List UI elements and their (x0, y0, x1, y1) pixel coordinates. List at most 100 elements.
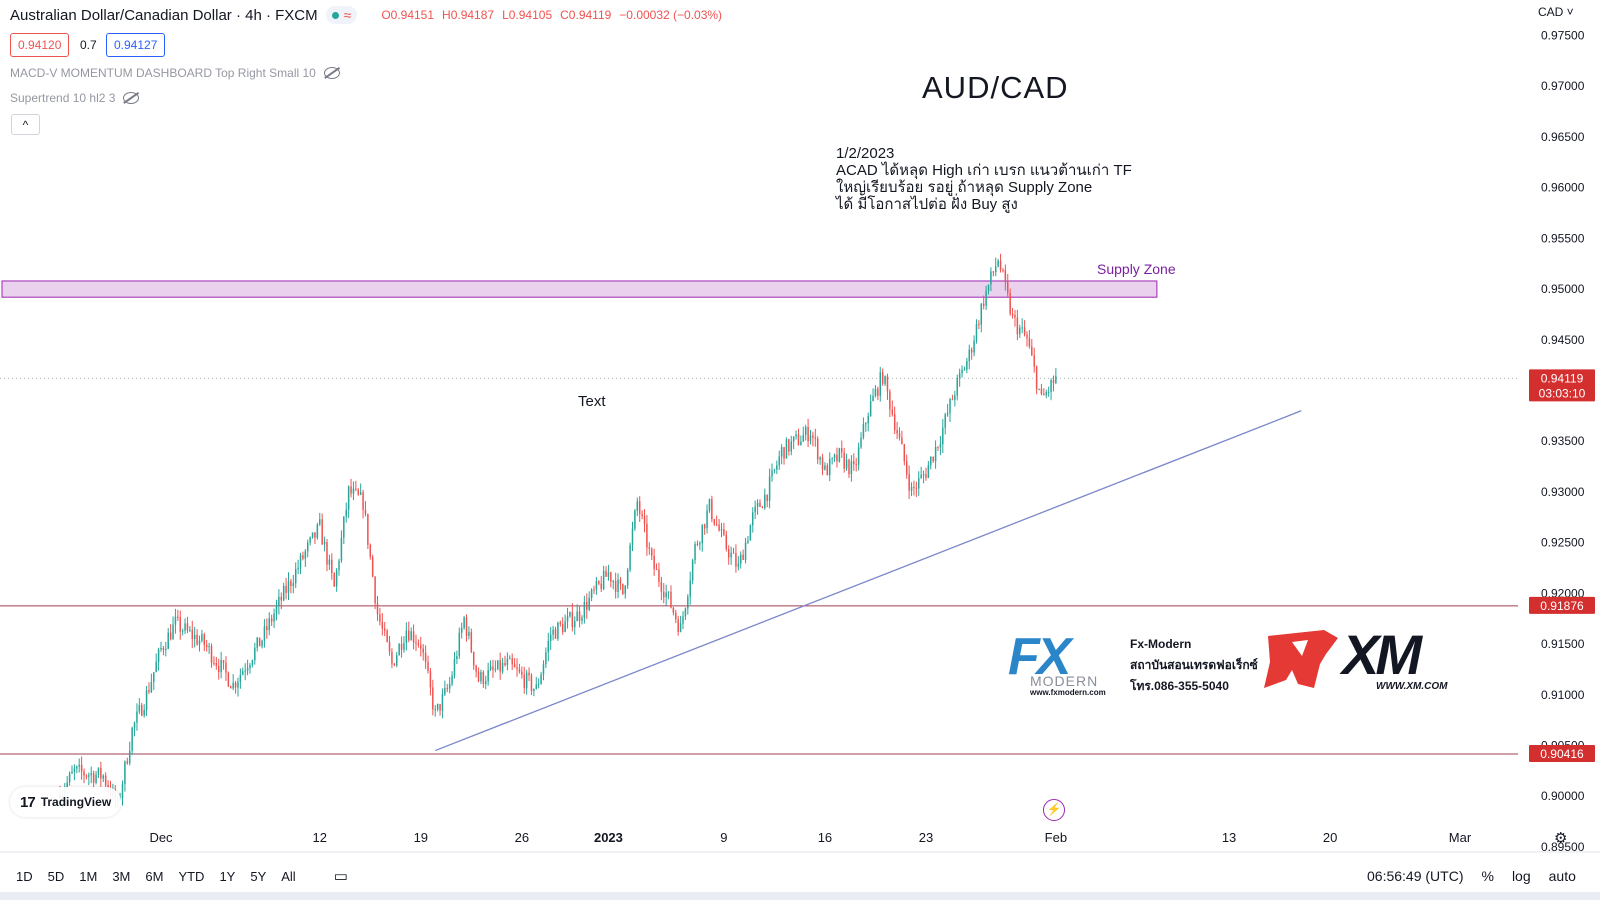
candle-body (776, 465, 778, 470)
candle-body (270, 618, 273, 622)
candle-body (634, 510, 636, 529)
range-ytd-button[interactable]: YTD (178, 868, 205, 884)
candle-body (821, 457, 824, 470)
supply-zone-box[interactable] (1, 280, 1158, 298)
candle-body (362, 492, 364, 510)
candle-body (162, 647, 165, 650)
y-tick-label: 0.96000 (1541, 181, 1585, 195)
candle-body (761, 506, 764, 509)
candle-body (237, 681, 239, 688)
candle-body (501, 662, 504, 672)
symbol-title[interactable]: Australian Dollar/Canadian Dollar · 4h ·… (10, 6, 318, 24)
candle-body (607, 572, 610, 577)
candle-body (285, 585, 287, 593)
candle-body (179, 617, 181, 632)
candle-body (595, 581, 598, 590)
fx-letters: FX (1008, 628, 1071, 686)
candle-body (422, 648, 424, 653)
percent-scale-button[interactable]: % (1481, 868, 1494, 884)
candle-body (658, 569, 660, 582)
candle-body (153, 672, 155, 682)
candle-body (1031, 346, 1033, 356)
candle-body (395, 655, 398, 666)
range-5d-button[interactable]: 5D (47, 868, 65, 884)
y-tick-label: 0.91000 (1541, 688, 1585, 702)
clock-readout[interactable]: 06:56:49 (UTC) (1367, 868, 1464, 884)
timeframe-buttons: 1D 5D 1M 3M 6M YTD 1Y 5Y All (16, 869, 296, 884)
candle-body (732, 552, 735, 554)
ascending-trendline[interactable] (434, 410, 1302, 752)
candle-body (771, 470, 773, 477)
range-1y-button[interactable]: 1Y (219, 868, 236, 884)
candle-body (403, 643, 405, 650)
gear-icon[interactable]: ⚙ (1554, 830, 1568, 847)
candle-body (1038, 388, 1040, 390)
candle-body (963, 369, 966, 371)
market-status-pill[interactable]: ≈ (325, 6, 358, 24)
range-6m-button[interactable]: 6M (145, 868, 164, 884)
candle-body (439, 703, 441, 711)
candle-body (675, 612, 677, 620)
candle-body (537, 683, 540, 685)
range-1m-button[interactable]: 1M (79, 868, 98, 884)
candle-body (545, 652, 547, 665)
range-5y-button[interactable]: 5Y (250, 868, 267, 884)
candle-body (780, 447, 783, 457)
candle-body (689, 580, 691, 597)
candle-body (1011, 313, 1014, 316)
candle-body (814, 437, 817, 439)
auto-scale-button[interactable]: auto (1548, 868, 1576, 884)
current-price-tag: 0.94119 (1541, 371, 1584, 385)
calendar-range-icon[interactable]: ▭ (333, 868, 348, 885)
candle-body (465, 617, 468, 636)
indicator-supertrend[interactable]: Supertrend 10 hl2 3 (10, 91, 140, 105)
candle-body (424, 652, 427, 662)
candle-body (670, 591, 672, 608)
candle-body (985, 290, 987, 306)
flash-icon[interactable]: ⚡ (1043, 799, 1065, 821)
candle-body (472, 651, 475, 666)
candle-body (1009, 293, 1011, 314)
candle-body (523, 674, 525, 688)
range-all-button[interactable]: All (281, 868, 296, 884)
bottom-strip (0, 892, 1600, 900)
collapse-indicators-button[interactable]: ^ (11, 114, 40, 135)
candle-body (1019, 327, 1021, 335)
candle-body (975, 323, 978, 341)
candle-body (1047, 391, 1050, 393)
candle-body (319, 519, 321, 525)
range-1d-button[interactable]: 1D (16, 868, 33, 884)
candle-body (990, 271, 992, 285)
candle-body (1055, 375, 1057, 383)
xm-logo: XM WWW.XM.COM (1262, 623, 1462, 696)
candle-body (626, 569, 629, 586)
candle-body (355, 488, 357, 490)
currency-selector[interactable]: CAD ˅ (1538, 5, 1574, 19)
sell-price-button[interactable]: 0.94120 (10, 33, 70, 57)
range-3m-button[interactable]: 3M (112, 868, 131, 884)
eye-hidden-icon[interactable] (123, 92, 140, 104)
candle-body (905, 461, 908, 475)
candle-body (831, 457, 833, 459)
log-scale-button[interactable]: log (1511, 868, 1531, 884)
eye-hidden-icon[interactable] (323, 67, 340, 79)
candle-body (737, 563, 740, 567)
candle-body (383, 628, 386, 631)
candle-body (703, 524, 706, 529)
tradingview-watermark[interactable]: 17 TradingView (10, 787, 122, 817)
candle-body (193, 634, 196, 640)
candle-body (997, 260, 999, 267)
candle-body (749, 525, 752, 541)
candle-body (828, 458, 831, 476)
candle-body (889, 391, 891, 410)
xm-wordmark: XM (1342, 623, 1422, 686)
buy-price-button[interactable]: 0.94127 (106, 33, 166, 57)
candle-body (783, 447, 785, 459)
indicator-macd-v[interactable]: MACD-V MOMENTUM DASHBOARD Top Right Smal… (10, 66, 340, 80)
candle-body (1002, 269, 1004, 271)
candle-body (778, 456, 780, 466)
indicator-label: MACD-V MOMENTUM DASHBOARD Top Right Smal… (10, 66, 316, 80)
candle-body (470, 632, 473, 652)
candle-body (210, 646, 213, 663)
